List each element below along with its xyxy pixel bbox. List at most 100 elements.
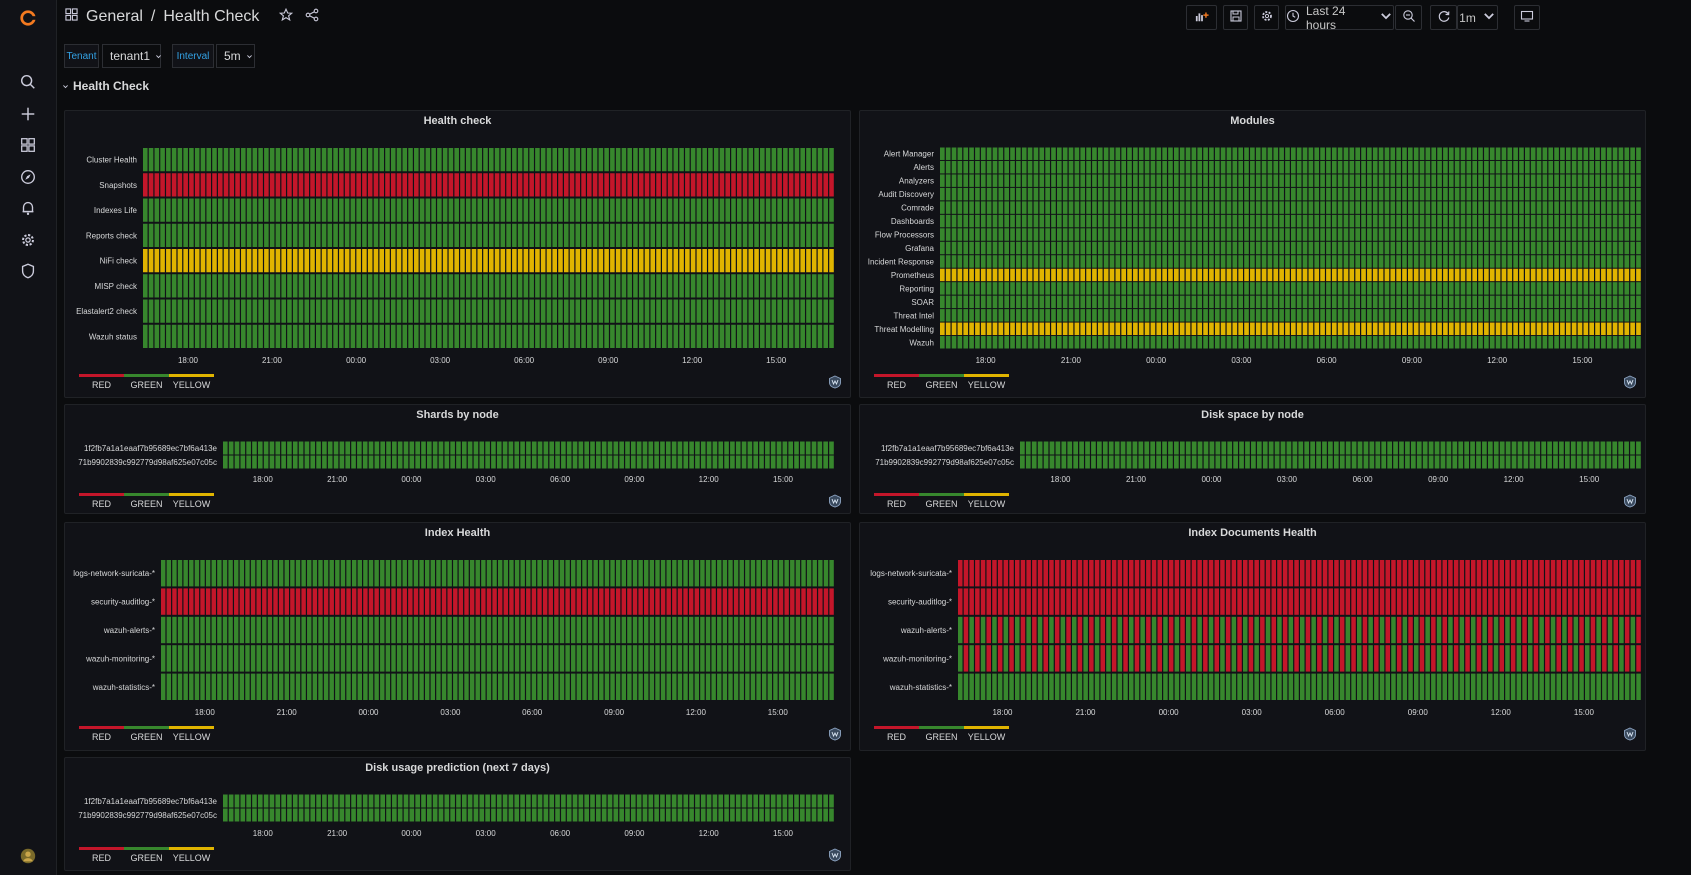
heatmap-cell[interactable] [1612, 174, 1618, 187]
heatmap-cell[interactable] [1374, 645, 1379, 672]
heatmap-cell[interactable] [1162, 147, 1167, 160]
heatmap-cell[interactable] [333, 299, 338, 323]
heatmap-cell[interactable] [650, 324, 656, 348]
heatmap-cell[interactable] [1106, 616, 1111, 644]
heatmap-cell[interactable] [1179, 322, 1185, 336]
heatmap-cell[interactable] [295, 673, 301, 700]
heatmap-cell[interactable] [980, 187, 986, 201]
heatmap-cell[interactable] [1510, 645, 1516, 672]
heatmap-cell[interactable] [403, 441, 409, 455]
heatmap-cell[interactable] [598, 274, 604, 298]
heatmap-cell[interactable] [1488, 673, 1493, 700]
heatmap-cell[interactable] [502, 441, 508, 455]
heatmap-cell[interactable] [1583, 187, 1589, 201]
heatmap-cell[interactable] [1355, 322, 1360, 336]
heatmap-cell[interactable] [517, 324, 523, 348]
heatmap-cell[interactable] [437, 274, 442, 298]
heatmap-cell[interactable] [1214, 241, 1220, 255]
heatmap-cell[interactable] [773, 673, 778, 700]
heatmap-cell[interactable] [148, 148, 154, 172]
heatmap-cell[interactable] [363, 588, 368, 615]
heatmap-cell[interactable] [307, 645, 312, 672]
heatmap-cell[interactable] [540, 299, 546, 323]
heatmap-cell[interactable] [148, 198, 154, 222]
heatmap-cell[interactable] [1595, 336, 1600, 349]
heatmap-cell[interactable] [1536, 214, 1542, 228]
heatmap-cell[interactable] [267, 616, 273, 644]
heatmap-cell[interactable] [258, 299, 263, 323]
heatmap-cell[interactable] [1279, 268, 1284, 282]
heatmap-cell[interactable] [1115, 201, 1121, 214]
heatmap-cell[interactable] [1310, 455, 1315, 469]
heatmap-cell[interactable] [957, 201, 963, 214]
heatmap-cell[interactable] [662, 299, 667, 323]
heatmap-cell[interactable] [437, 223, 442, 247]
heatmap-cell[interactable] [1425, 214, 1431, 228]
heatmap-cell[interactable] [154, 324, 160, 348]
zoom-out-button[interactable] [1395, 5, 1422, 30]
heatmap-cell[interactable] [748, 249, 754, 273]
heatmap-cell[interactable] [1442, 588, 1448, 615]
heatmap-cell[interactable] [969, 147, 974, 160]
heatmap-cell[interactable] [998, 309, 1004, 322]
heatmap-cell[interactable] [189, 560, 194, 587]
heatmap-cell[interactable] [1550, 645, 1556, 672]
heatmap-cell[interactable] [1583, 241, 1589, 255]
heatmap-cell[interactable] [1045, 268, 1050, 282]
heatmap-cell[interactable] [217, 645, 222, 672]
heatmap-cell[interactable] [1033, 295, 1039, 309]
heatmap-cell[interactable] [690, 198, 696, 222]
heatmap-cell[interactable] [1245, 441, 1250, 455]
heatmap-cell[interactable] [592, 249, 598, 273]
heatmap-cell[interactable] [316, 441, 321, 455]
heatmap-cell[interactable] [1168, 201, 1173, 214]
heatmap-cell[interactable] [1501, 147, 1507, 160]
heatmap-cell[interactable] [1320, 295, 1325, 309]
heatmap-cell[interactable] [829, 794, 834, 808]
heatmap-cell[interactable] [1197, 673, 1202, 700]
heatmap-cell[interactable] [745, 588, 750, 615]
heatmap-cell[interactable] [172, 673, 177, 700]
heatmap-cell[interactable] [284, 560, 289, 587]
heatmap-cell[interactable] [1448, 295, 1454, 309]
heatmap-cell[interactable] [665, 808, 671, 822]
heatmap-cell[interactable] [1550, 588, 1556, 615]
heatmap-cell[interactable] [1443, 309, 1448, 322]
heatmap-cell[interactable] [1185, 187, 1191, 201]
heatmap-cell[interactable] [1577, 322, 1583, 336]
heatmap-cell[interactable] [627, 198, 632, 222]
heatmap-cell[interactable] [514, 441, 520, 455]
heatmap-cell[interactable] [1339, 673, 1345, 700]
heatmap-cell[interactable] [1484, 295, 1489, 309]
heatmap-cell[interactable] [1288, 645, 1294, 672]
heatmap-cell[interactable] [696, 249, 702, 273]
heatmap-cell[interactable] [385, 645, 391, 672]
heatmap-cell[interactable] [1020, 588, 1026, 615]
heatmap-cell[interactable] [1117, 616, 1123, 644]
heatmap-cell[interactable] [339, 148, 344, 172]
heatmap-cell[interactable] [217, 324, 223, 348]
heatmap-cell[interactable] [258, 249, 263, 273]
heatmap-cell[interactable] [512, 324, 517, 348]
heatmap-cell[interactable] [357, 455, 362, 469]
heatmap-cell[interactable] [1191, 336, 1197, 349]
heatmap-cell[interactable] [1425, 560, 1430, 587]
heatmap-cell[interactable] [1203, 588, 1208, 615]
heatmap-cell[interactable] [514, 794, 520, 808]
heatmap-plot[interactable]: logs-network-suricata-*security-auditlog… [65, 523, 850, 750]
heatmap-cell[interactable] [246, 324, 252, 348]
heatmap-cell[interactable] [194, 299, 200, 323]
heatmap-cell[interactable] [1478, 160, 1483, 174]
heatmap-cell[interactable] [1133, 147, 1138, 160]
heatmap-cell[interactable] [1214, 147, 1220, 160]
heatmap-cell[interactable] [1425, 588, 1430, 615]
heatmap-cell[interactable] [546, 249, 552, 273]
heatmap-cell[interactable] [650, 148, 656, 172]
heatmap-cell[interactable] [1296, 336, 1302, 349]
heatmap-cell[interactable] [1026, 645, 1031, 672]
heatmap-cell[interactable] [1493, 645, 1499, 672]
heatmap-cell[interactable] [649, 560, 655, 587]
heatmap-cell[interactable] [1138, 214, 1144, 228]
heatmap-cell[interactable] [1571, 201, 1577, 214]
heatmap-cell[interactable] [1121, 322, 1126, 336]
